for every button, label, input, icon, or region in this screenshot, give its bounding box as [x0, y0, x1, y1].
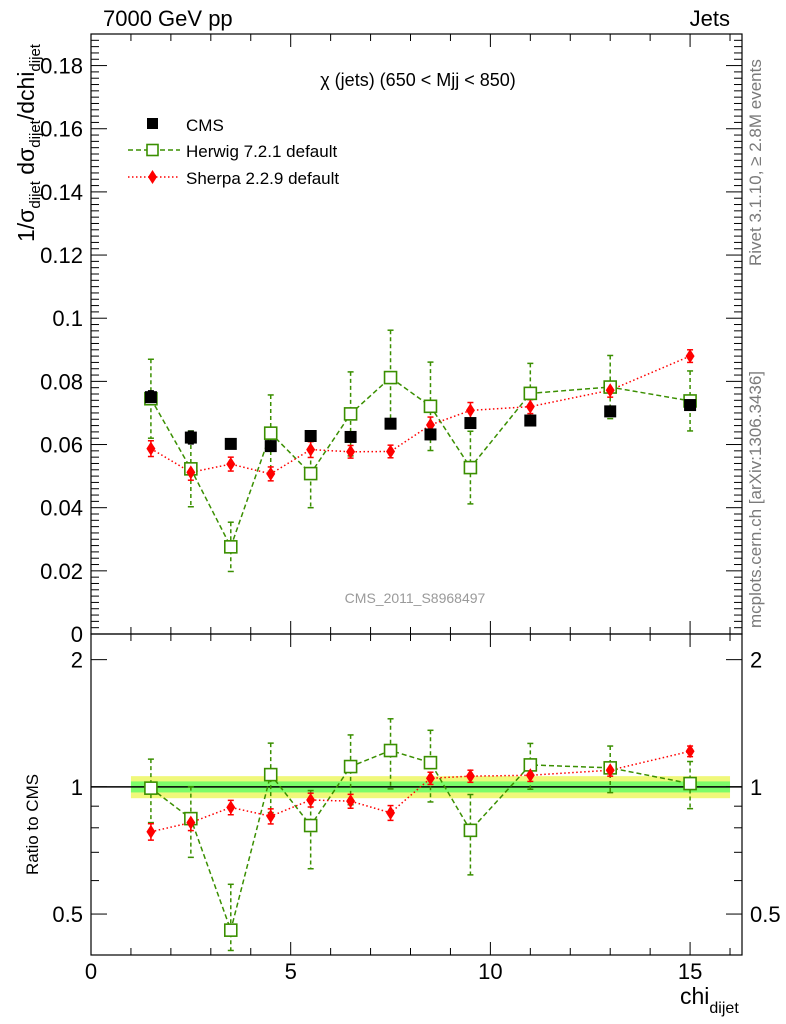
ratio-herwig-point: [683, 776, 697, 791]
x-axis-title: chidijet: [680, 983, 739, 1017]
ratio-y-tick-label-left: 1: [71, 775, 83, 800]
cms-point: [464, 417, 477, 430]
herwig-point: [523, 386, 538, 401]
cms-point: [304, 430, 317, 442]
sherpa-point: [186, 465, 196, 480]
y-tick-label: 0.14: [40, 180, 83, 205]
cms-point: [344, 430, 357, 443]
header-right: Jets: [689, 6, 730, 31]
y-tick-label: 0.16: [40, 117, 83, 142]
ratio-sherpa-point: [605, 763, 615, 778]
ratio-sherpa-point: [685, 744, 695, 759]
ratio-y-tick-label-right: 1: [750, 775, 762, 800]
sherpa-point: [146, 441, 156, 456]
ratio-herwig-point: [463, 823, 478, 838]
ratio-sherpa-point: [465, 769, 475, 784]
sherpa-point: [226, 457, 236, 472]
cms-point: [144, 391, 157, 404]
ratio-sherpa-point: [425, 771, 435, 786]
y-tick-label: 0.06: [40, 433, 83, 458]
cms-point: [384, 417, 397, 430]
analysis-watermark: CMS_2011_S8968497: [345, 590, 486, 606]
herwig-point: [303, 466, 318, 481]
herwig-line: [150, 376, 691, 549]
cms-point: [264, 440, 277, 453]
plot-title: χ (jets) (650 < Mjj < 850): [320, 70, 516, 90]
herwig-point: [383, 370, 398, 385]
sherpa-point: [685, 349, 695, 364]
ratio-herwig-point: [223, 923, 238, 937]
ratio-sherpa-point: [386, 805, 396, 820]
ratio-sherpa-point: [346, 794, 356, 809]
ratio-herwig-point: [383, 743, 398, 758]
y-tick-label: 0.1: [52, 306, 83, 331]
cms-point: [224, 437, 237, 450]
ratio-sherpa-point: [525, 768, 535, 783]
ratio-sherpa-line: [150, 750, 691, 833]
sherpa-point: [605, 383, 615, 398]
ratio-y-tick-label-right: 2: [750, 648, 762, 673]
legend-cms-label: CMS: [186, 116, 224, 135]
x-tick-label: 5: [285, 959, 297, 984]
ratio-herwig-point: [144, 781, 158, 795]
ratio-y-tick-label-right: 0.5: [750, 902, 781, 927]
cms-point: [424, 428, 437, 441]
sherpa-point: [346, 444, 356, 459]
y-tick-label: 0.04: [40, 496, 83, 521]
header-left: 7000 GeV pp: [103, 6, 233, 31]
herwig-point: [423, 399, 438, 414]
sherpa-point: [386, 444, 396, 459]
ratio-sherpa-point: [186, 815, 196, 830]
y-tick-label: 0.12: [40, 243, 83, 268]
ratio-herwig-point: [263, 767, 278, 782]
cms-point: [684, 399, 697, 412]
ratio-herwig-line: [150, 749, 691, 933]
side-label-mcplots: mcplots.cern.ch [arXiv:1306.3436]: [746, 370, 765, 628]
sherpa-point: [266, 466, 276, 481]
side-label-rivet: Rivet 3.1.10, ≥ 2.8M events: [746, 59, 765, 266]
legend-herwig-label: Herwig 7.2.1 default: [186, 142, 337, 161]
sherpa-point: [525, 399, 535, 414]
x-tick-label: 0: [85, 959, 97, 984]
legend-herwig-marker: [146, 143, 159, 157]
cms-point: [604, 405, 617, 418]
ratio-herwig-point: [423, 755, 438, 770]
herwig-point: [463, 460, 478, 475]
herwig-point: [343, 407, 358, 421]
ratio-y-tick-label-left: 2: [71, 648, 83, 673]
ratio-sherpa-point: [306, 792, 316, 807]
x-tick-label: 15: [678, 959, 702, 984]
ratio-frame: [90, 633, 743, 956]
legend-cms-marker: [147, 118, 158, 129]
y-tick-label: 0.18: [40, 54, 83, 79]
herwig-point: [263, 426, 278, 440]
ratio-sherpa-point: [146, 824, 156, 839]
ratio-y-axis-title: Ratio to CMS: [23, 774, 42, 875]
legend-sherpa-marker: [148, 170, 157, 184]
legend-sherpa-label: Sherpa 2.2.9 default: [186, 169, 339, 188]
y-axis-title: 1/σdijet dσdijet/dchidijet: [13, 43, 44, 242]
y-tick-label: 0.08: [40, 369, 83, 394]
cms-point: [524, 414, 537, 427]
herwig-point: [223, 540, 238, 554]
sherpa-line: [150, 355, 691, 475]
cms-point: [184, 431, 197, 444]
sherpa-point: [306, 442, 316, 457]
ratio-herwig-point: [303, 818, 318, 833]
ratio-sherpa-point: [266, 809, 276, 824]
ratio-sherpa-point: [226, 800, 236, 815]
sherpa-point: [465, 403, 475, 418]
x-tick-label: 10: [478, 959, 502, 984]
y-tick-label: 0.02: [40, 559, 83, 584]
y-tick-label: 0: [71, 622, 83, 647]
ratio-y-tick-label-left: 0.5: [52, 902, 83, 927]
ratio-herwig-point: [343, 759, 358, 774]
